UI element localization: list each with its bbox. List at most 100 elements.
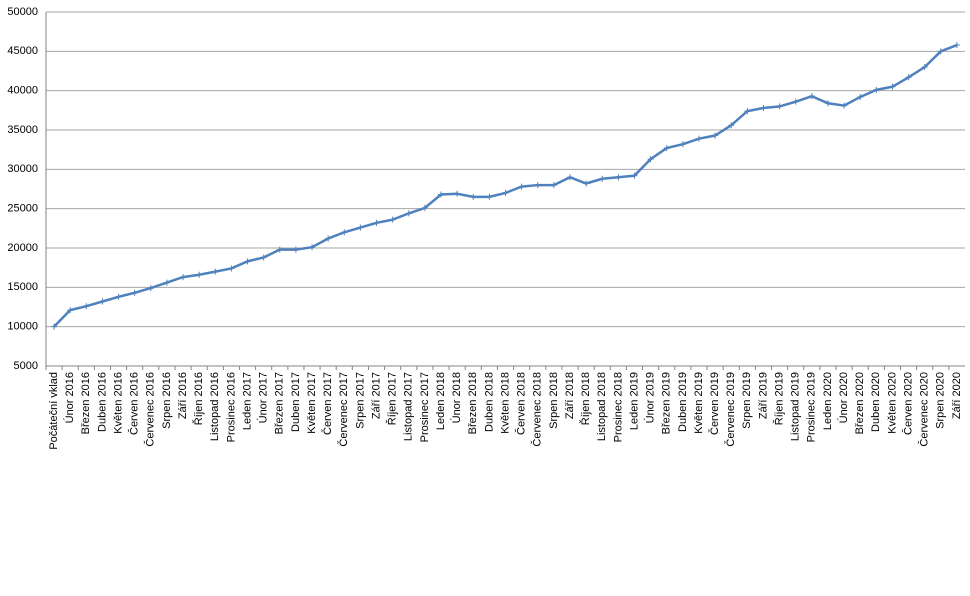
y-tick-label: 45000 bbox=[7, 45, 38, 57]
x-tick-label: Listopad 2016 bbox=[209, 372, 221, 441]
x-tick-label: Prosinec 2017 bbox=[419, 372, 431, 442]
marker bbox=[550, 182, 557, 189]
marker bbox=[67, 307, 74, 314]
x-tick-label: Září 2017 bbox=[370, 372, 382, 419]
marker bbox=[792, 98, 799, 105]
x-tick-label: Říjen 2016 bbox=[192, 372, 205, 425]
x-tick-label: Květen 2016 bbox=[112, 372, 124, 434]
marker bbox=[454, 190, 461, 197]
x-tick-label: Leden 2019 bbox=[628, 372, 640, 430]
marker bbox=[131, 289, 138, 296]
x-tick-label: Prosinec 2016 bbox=[225, 372, 237, 442]
marker bbox=[389, 216, 396, 223]
x-tick-label: Počáteční vklad bbox=[48, 372, 60, 450]
marker bbox=[83, 303, 90, 310]
marker bbox=[776, 103, 783, 110]
x-tick-label: Duben 2018 bbox=[483, 372, 495, 432]
x-tick-label: Duben 2020 bbox=[870, 372, 882, 432]
x-tick-label: Duben 2016 bbox=[96, 372, 108, 432]
x-tick-label: Červenec 2018 bbox=[531, 372, 544, 447]
x-tick-label: Srpen 2018 bbox=[548, 372, 560, 429]
x-tick-label: Březen 2020 bbox=[854, 372, 866, 434]
marker bbox=[712, 132, 719, 139]
x-tick-label: Únor 2018 bbox=[450, 372, 463, 423]
marker bbox=[953, 42, 960, 49]
x-tick-label: Listopad 2019 bbox=[790, 372, 802, 441]
x-tick-label: Listopad 2017 bbox=[403, 372, 415, 441]
marker bbox=[873, 86, 880, 93]
marker bbox=[292, 246, 299, 253]
y-tick-label: 20000 bbox=[7, 242, 38, 254]
y-tick-label: 25000 bbox=[7, 203, 38, 215]
marker bbox=[163, 279, 170, 286]
marker bbox=[405, 210, 412, 217]
x-tick-label: Únor 2020 bbox=[837, 372, 850, 423]
marker bbox=[905, 74, 912, 81]
x-tick-label: Září 2016 bbox=[177, 372, 189, 419]
marker bbox=[808, 93, 815, 100]
marker bbox=[325, 235, 332, 242]
marker bbox=[921, 64, 928, 71]
x-tick-label: Červenec 2020 bbox=[918, 372, 931, 447]
x-tick-label: Říjen 2018 bbox=[579, 372, 592, 425]
x-tick-label: Prosinec 2019 bbox=[806, 372, 818, 442]
marker bbox=[599, 175, 606, 182]
x-tick-label: Srpen 2017 bbox=[354, 372, 366, 429]
marker bbox=[502, 189, 509, 196]
marker bbox=[357, 224, 364, 231]
marker bbox=[663, 145, 670, 152]
marker bbox=[228, 265, 235, 272]
x-tick-label: Červenec 2019 bbox=[724, 372, 737, 447]
marker bbox=[373, 219, 380, 226]
marker bbox=[147, 285, 154, 292]
marker bbox=[212, 268, 219, 275]
marker bbox=[615, 174, 622, 181]
marker bbox=[518, 183, 525, 190]
y-tick-label: 30000 bbox=[7, 163, 38, 175]
marker bbox=[841, 102, 848, 109]
marker bbox=[583, 180, 590, 187]
x-tick-label: Květen 2017 bbox=[306, 372, 318, 434]
marker bbox=[276, 246, 283, 253]
marker bbox=[309, 244, 316, 251]
x-tick-label: Červen 2019 bbox=[708, 372, 721, 435]
y-tick-label: 40000 bbox=[7, 85, 38, 97]
y-tick-label: 50000 bbox=[7, 6, 38, 18]
x-tick-label: Leden 2017 bbox=[241, 372, 253, 430]
x-tick-label: Listopad 2018 bbox=[596, 372, 608, 441]
x-tick-label: Červenec 2016 bbox=[144, 372, 157, 447]
x-tick-label: Říjen 2017 bbox=[386, 372, 399, 425]
marker bbox=[51, 323, 58, 330]
x-tick-label: Srpen 2019 bbox=[741, 372, 753, 429]
x-tick-label: Květen 2018 bbox=[499, 372, 511, 434]
marker bbox=[566, 174, 573, 181]
marker bbox=[937, 48, 944, 55]
x-tick-label: Červenec 2017 bbox=[337, 372, 350, 447]
marker bbox=[824, 100, 831, 107]
x-tick-label: Červen 2020 bbox=[901, 372, 914, 435]
marker bbox=[728, 122, 735, 129]
line bbox=[53, 43, 958, 328]
x-tick-label: Květen 2020 bbox=[886, 372, 898, 434]
marker bbox=[341, 229, 348, 236]
x-tick-label: Prosinec 2018 bbox=[612, 372, 624, 442]
x-tick-label: Březen 2018 bbox=[467, 372, 479, 434]
y-tick-label: 15000 bbox=[7, 281, 38, 293]
x-tick-label: Červen 2018 bbox=[515, 372, 528, 435]
x-tick-label: Červen 2017 bbox=[321, 372, 334, 435]
marker bbox=[695, 135, 702, 142]
marker bbox=[744, 108, 751, 115]
x-tick-label: Březen 2019 bbox=[661, 372, 673, 434]
marker bbox=[421, 204, 428, 211]
x-tick-label: Srpen 2016 bbox=[161, 372, 173, 429]
marker bbox=[760, 104, 767, 111]
x-tick-label: Únor 2016 bbox=[63, 372, 76, 423]
marker bbox=[99, 298, 106, 305]
marker bbox=[679, 141, 686, 148]
x-tick-label: Únor 2017 bbox=[257, 372, 270, 423]
marker bbox=[115, 293, 122, 300]
x-tick-label: Říjen 2019 bbox=[772, 372, 785, 425]
y-tick-label: 5000 bbox=[14, 360, 38, 372]
marker bbox=[486, 193, 493, 200]
